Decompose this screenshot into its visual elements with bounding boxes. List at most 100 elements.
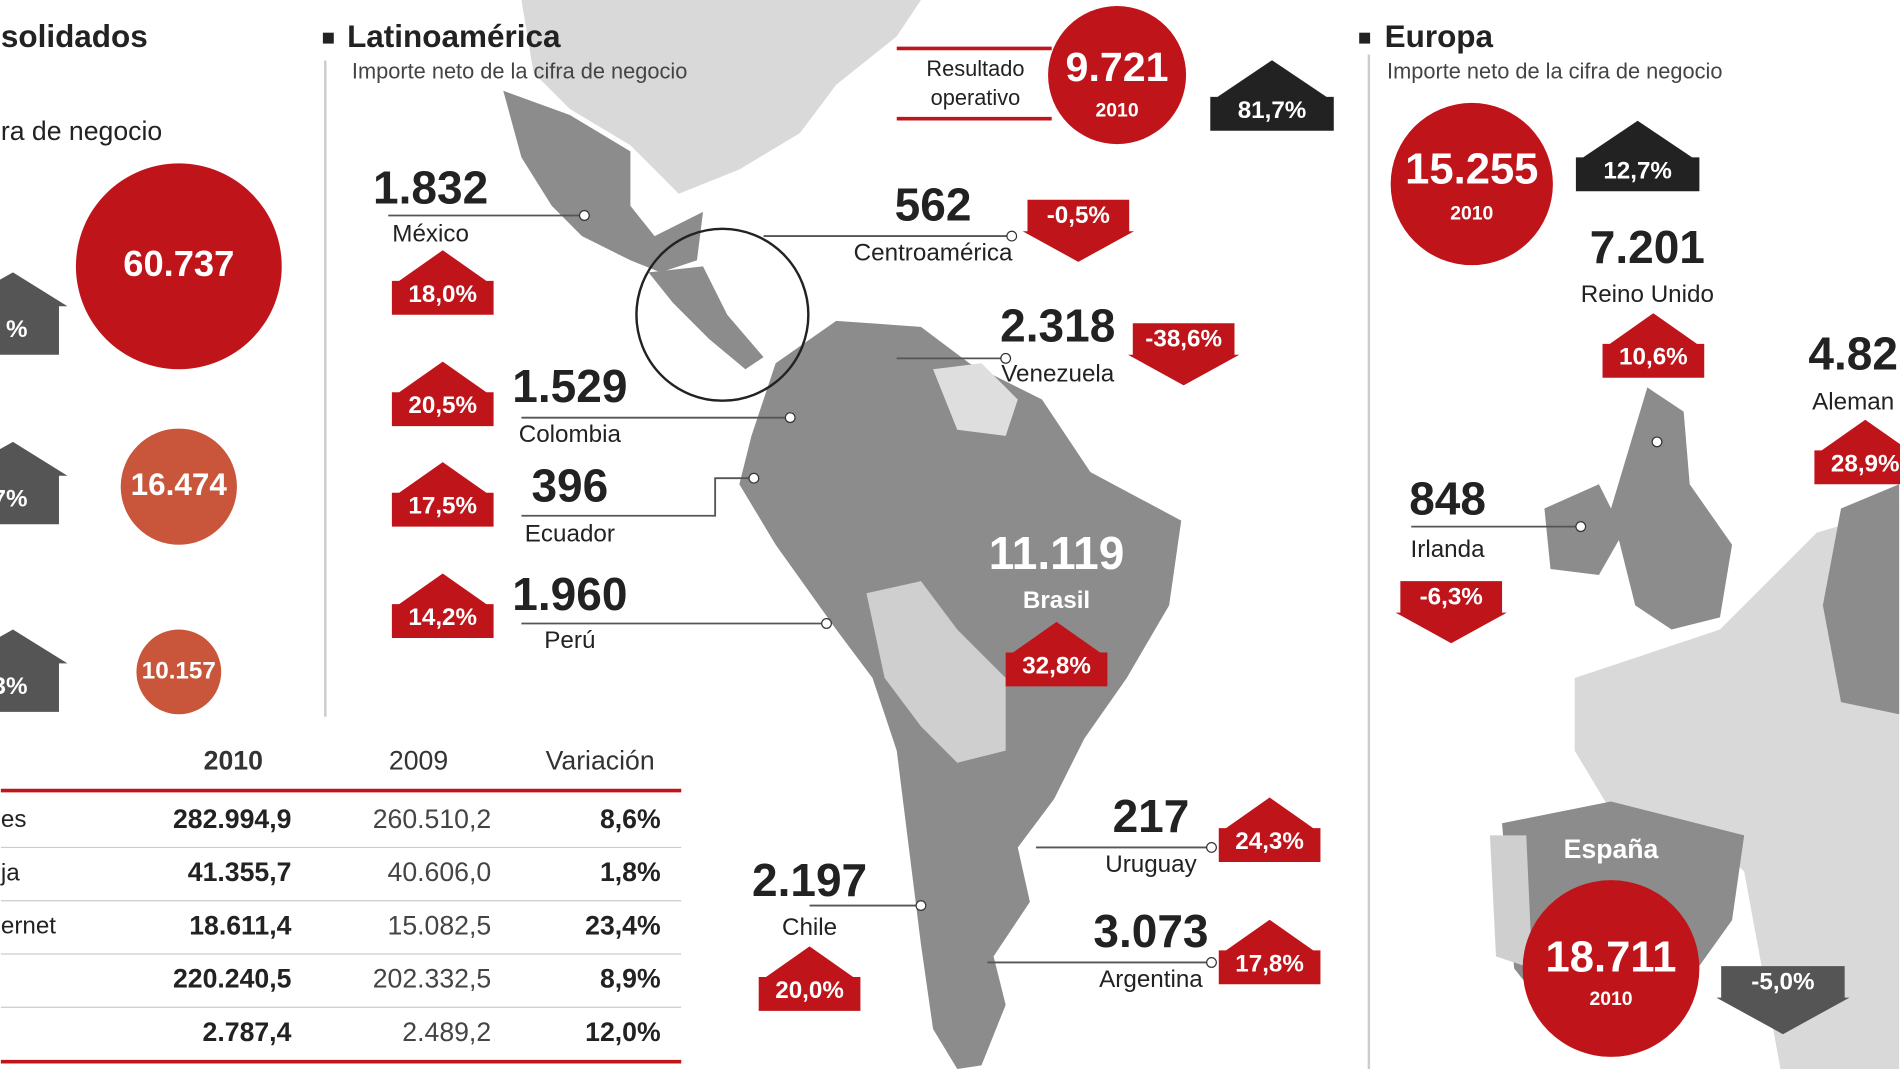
section-subtitle: ra de negocio	[1, 116, 162, 146]
country-name: Ecuador	[525, 520, 615, 547]
country-value: 1.529	[512, 360, 627, 412]
change-arrow	[1213, 919, 1326, 985]
table-cell: 202.332,5	[373, 964, 491, 994]
change-label: 14,2%	[408, 604, 477, 631]
country-value: 217	[1113, 790, 1190, 842]
country-value: 11.119	[989, 527, 1125, 579]
change-arrow	[1205, 60, 1339, 131]
country-value: 396	[531, 459, 608, 511]
country-name: Uruguay	[1105, 851, 1197, 878]
total-value: 15.255	[1405, 145, 1538, 193]
country-value: 2.318	[1000, 299, 1115, 351]
table-cell: 2.787,4	[203, 1017, 292, 1047]
label: 16.474	[131, 467, 228, 502]
change-label: 18,0%	[408, 281, 477, 308]
zoom-circle	[635, 227, 810, 402]
change-arrow	[387, 250, 499, 315]
portugal-map	[1489, 835, 1533, 969]
country-name: Centroamérica	[854, 240, 1013, 267]
location-dot	[1206, 957, 1217, 968]
location-dot	[748, 472, 760, 484]
change-label: 10,6%	[1619, 344, 1688, 371]
location-dot	[915, 900, 927, 912]
country-name: Argentina	[1099, 966, 1203, 993]
content: solidados ra de negocio 60.737 16.474 10.157…	[0, 6, 1900, 1064]
section-title: solidados	[1, 19, 148, 54]
location-dot	[1006, 230, 1018, 242]
table-cell: 220.240,5	[173, 964, 292, 994]
continent-map	[1574, 508, 1900, 1069]
germany-map	[1822, 484, 1900, 715]
change-label: 3%	[0, 673, 27, 700]
section-title: Europa	[1385, 19, 1494, 54]
row-label: ja	[0, 859, 20, 886]
section-subtitle: Importe neto de la cifra de negocio	[352, 58, 687, 83]
label: 60.737	[123, 243, 234, 284]
table-cell: 15.082,5	[388, 910, 492, 940]
result-label: operativo	[931, 85, 1021, 110]
central-america	[648, 266, 764, 370]
row-label: es	[1, 806, 27, 833]
change-arrow	[1213, 797, 1326, 862]
change-arrow	[387, 462, 499, 527]
change-label: 17,8%	[1235, 950, 1304, 977]
change-arrow	[0, 272, 68, 355]
section-title: Latinoamérica	[347, 19, 561, 54]
bullet	[1359, 32, 1371, 44]
location-dot	[1575, 521, 1587, 533]
table-cell: 18.611,4	[189, 910, 291, 940]
location-dot	[1000, 352, 1012, 364]
total-circle	[1390, 102, 1553, 266]
change-arrow	[1127, 323, 1240, 386]
change-label: -38,6%	[1145, 326, 1222, 353]
country-value: 7.201	[1590, 221, 1705, 273]
country-value: 18.711	[1546, 934, 1677, 982]
europe-map	[1611, 387, 1733, 630]
change-arrow	[387, 361, 499, 427]
total-circle	[136, 629, 222, 715]
table-cell: 260.510,2	[373, 804, 491, 834]
country-name: Colombia	[519, 421, 622, 448]
change-label: 28,9%	[1831, 450, 1900, 477]
change-arrow	[1809, 419, 1900, 485]
change-label: 20,5%	[408, 392, 477, 419]
table-cell: 12,0%	[585, 1017, 661, 1047]
row-label: ernet	[1, 913, 56, 940]
country-value: 848	[1409, 473, 1486, 525]
change-arrow	[0, 629, 68, 712]
table-cell: 282.994,9	[173, 804, 291, 834]
leader-line	[521, 477, 754, 517]
result-value: 9.721	[1066, 44, 1169, 90]
section-subtitle: Importe neto de la cifra de negocio	[1387, 58, 1722, 83]
table-cell: 41.355,7	[188, 857, 292, 887]
total-circle	[120, 428, 237, 545]
bolivia	[866, 581, 1006, 763]
change-arrow	[753, 946, 866, 1011]
change-label: -5,0%	[1751, 968, 1814, 995]
table-cell: 2.489,2	[402, 1017, 491, 1047]
country-value: 2.197	[752, 854, 867, 906]
location-dot	[1651, 436, 1663, 448]
total-year: 2010	[1589, 988, 1632, 1010]
country-value: 4.82	[1808, 327, 1898, 379]
location-dot	[1206, 842, 1217, 853]
change-arrow	[1597, 313, 1710, 378]
table-cell: 40.606,0	[388, 857, 492, 887]
table-cell: 1,8%	[600, 857, 661, 887]
location-dot	[821, 618, 832, 629]
location-dot	[784, 412, 796, 424]
change-label: 32,8%	[1022, 652, 1091, 679]
country-name: Venezuela	[1001, 361, 1115, 388]
change-arrow	[387, 573, 499, 639]
country-value: 3.073	[1093, 905, 1208, 957]
change-arrow	[0, 441, 68, 525]
change-arrow	[1000, 621, 1113, 687]
country-name: Brasil	[1023, 587, 1090, 614]
change-label: -0,5%	[1047, 202, 1110, 229]
total-year: 2010	[1450, 202, 1493, 224]
change-arrow	[1716, 966, 1850, 1035]
country-value: 1.832	[373, 161, 488, 213]
change-label: 81,7%	[1238, 97, 1307, 124]
country-name: Chile	[782, 914, 837, 941]
